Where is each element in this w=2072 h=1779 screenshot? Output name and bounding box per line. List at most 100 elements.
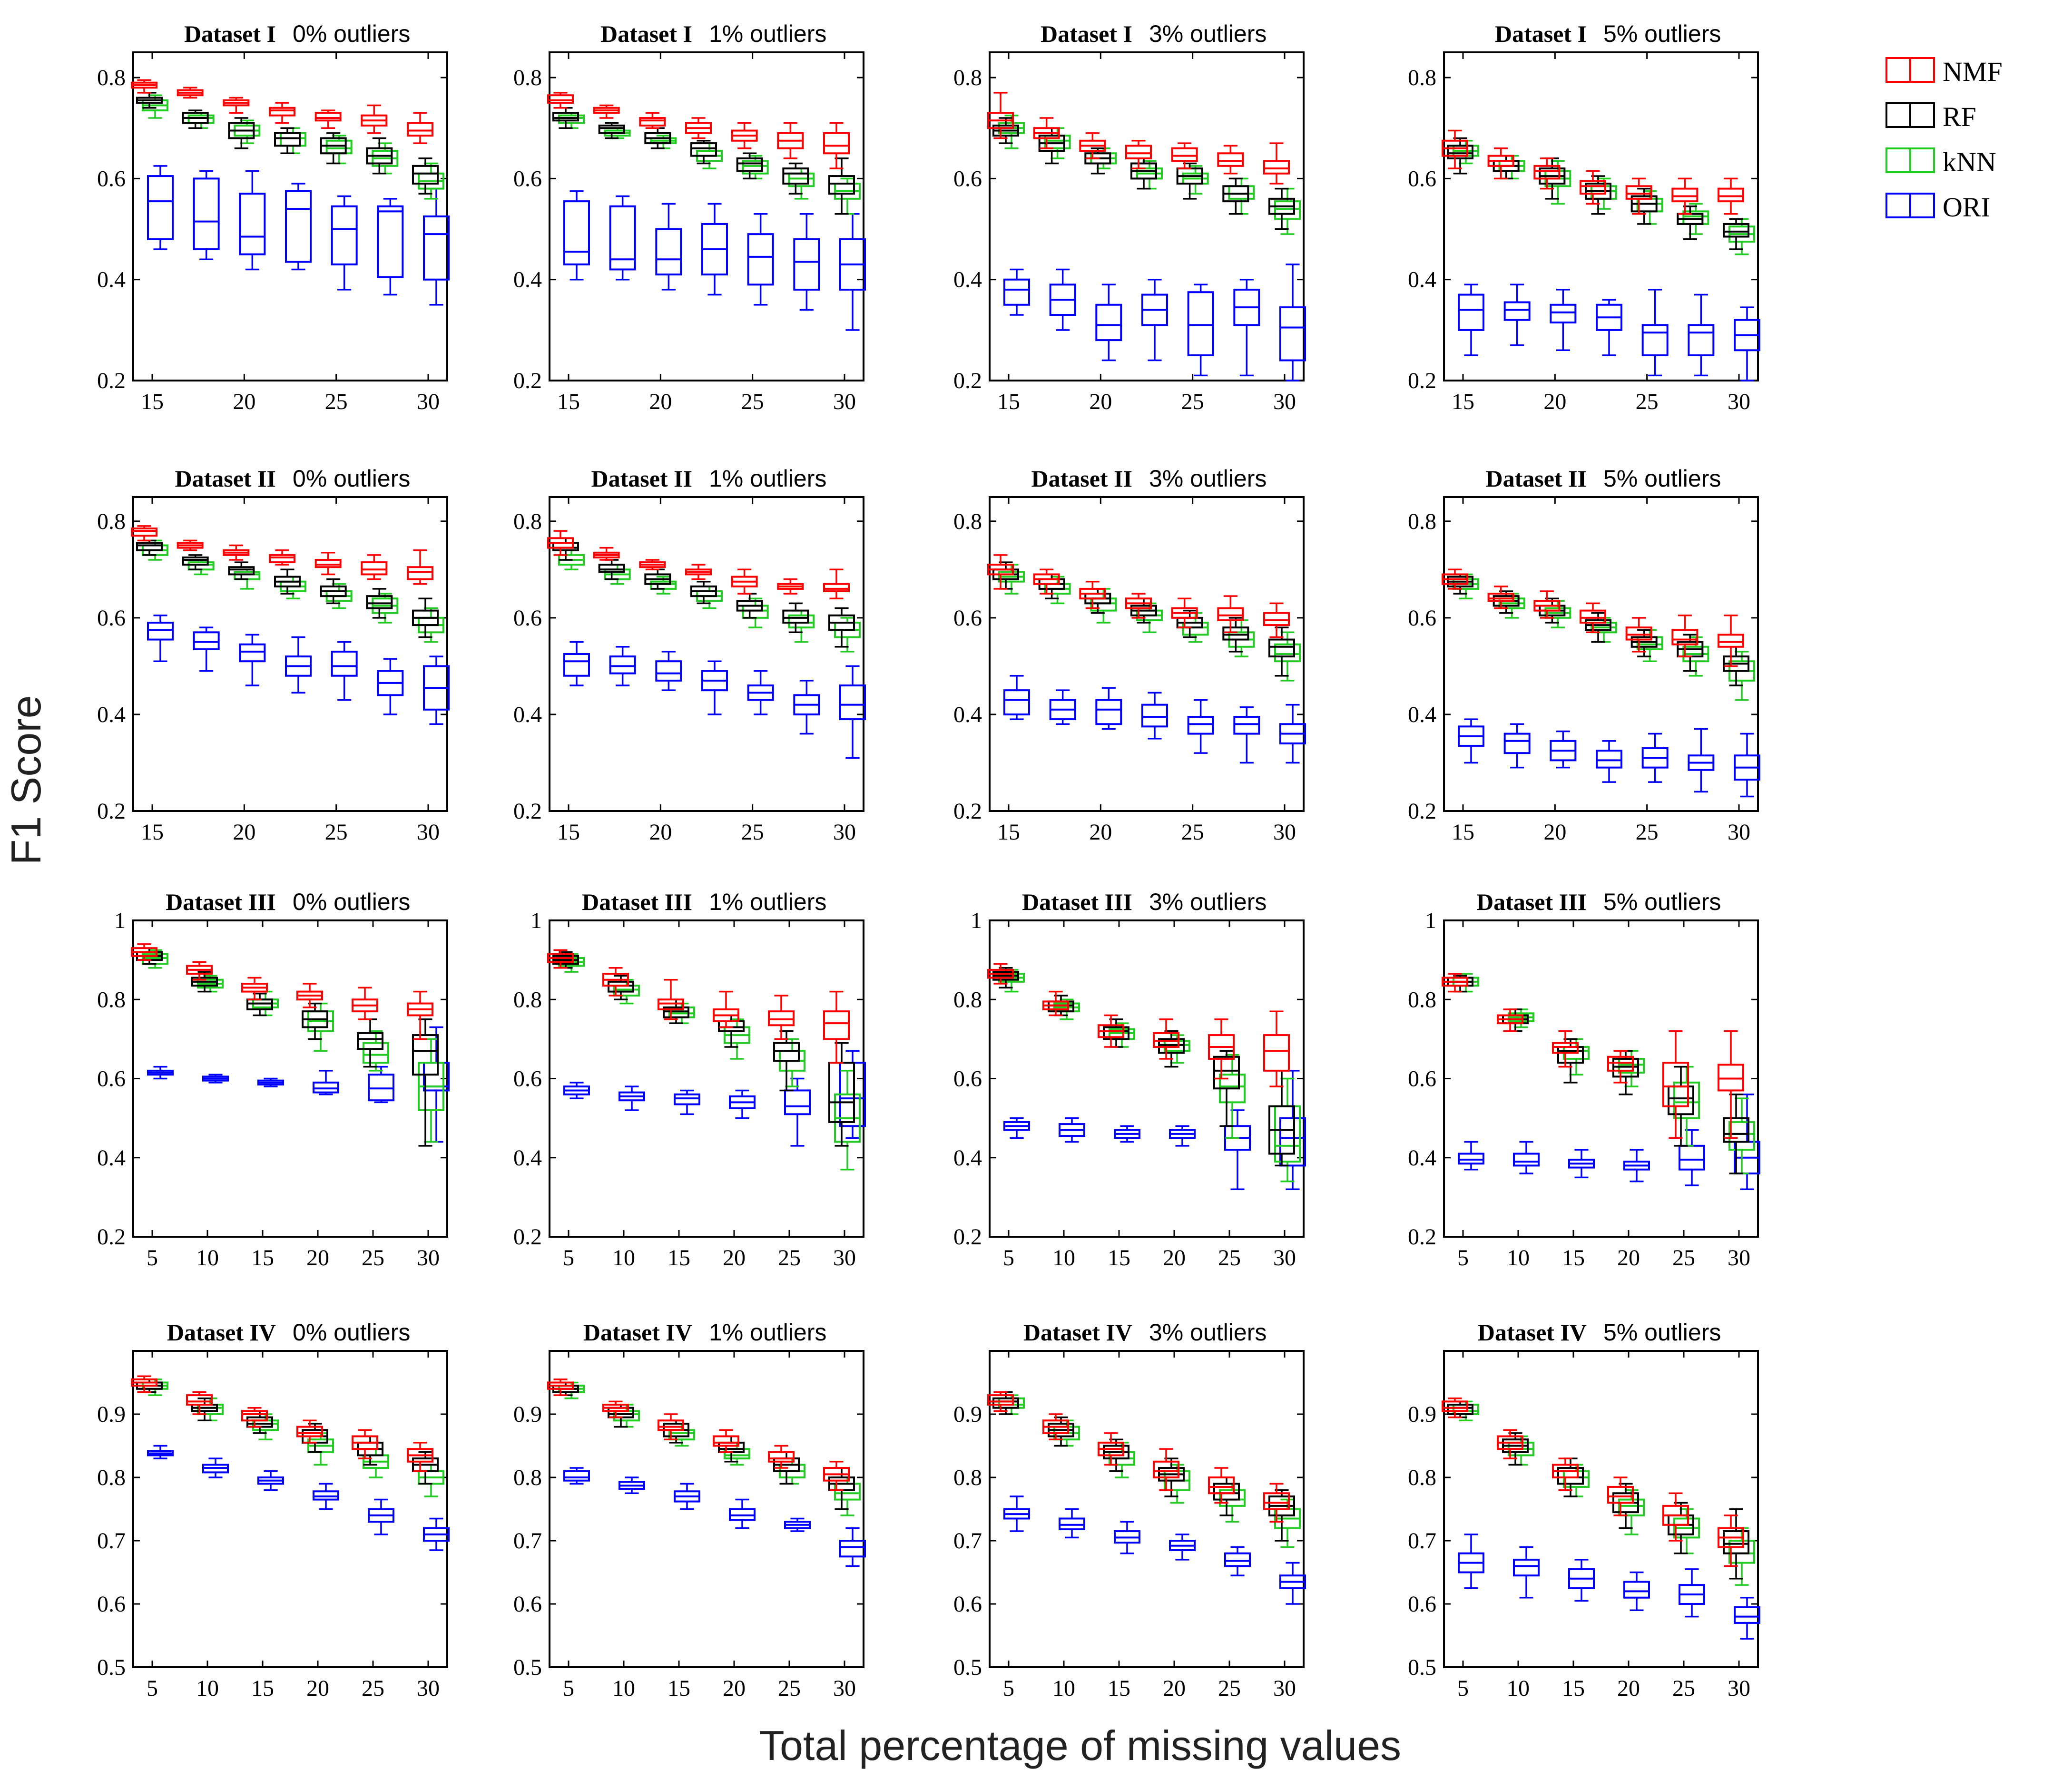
- box-rf: [357, 1435, 383, 1466]
- box-iqr: [1213, 1056, 1240, 1090]
- box-iqr: [639, 117, 666, 127]
- box-knn: [696, 586, 723, 609]
- box-nmf: [823, 122, 850, 169]
- box-rf: [1038, 573, 1065, 599]
- panel-3: 0.2 0.4 0.6 0.8 15 20 25 30 Dataset I 3% outliers: [953, 20, 1306, 414]
- box-ori: [1003, 674, 1030, 720]
- y-tick-label: 0.8: [953, 65, 982, 90]
- box-ori: [1141, 692, 1168, 740]
- legend-item-ori: ORI: [1885, 192, 1990, 223]
- box-rf: [412, 597, 439, 638]
- x-tick-label: 5: [1457, 1245, 1469, 1271]
- box-ori: [563, 641, 590, 686]
- box-nmf: [731, 568, 758, 595]
- x-tick-label: 10: [1507, 1676, 1530, 1701]
- y-tick-label: 0.2: [513, 799, 542, 824]
- x-tick-label: 20: [649, 820, 672, 845]
- box-nmf: [131, 943, 157, 961]
- legend-item-knn: kNN: [1885, 147, 1996, 177]
- box-rf: [274, 568, 301, 595]
- box-ori: [674, 1089, 700, 1115]
- x-tick-label: 25: [1181, 389, 1204, 414]
- x-tick-label: 5: [1457, 1676, 1469, 1701]
- box-iqr: [1274, 200, 1301, 220]
- box-nmf: [269, 549, 295, 566]
- box-iqr: [773, 1042, 800, 1062]
- box-iqr: [742, 605, 769, 619]
- box-nmf: [1033, 117, 1060, 149]
- box-ori: [1224, 1546, 1251, 1576]
- box-knn: [1274, 187, 1301, 235]
- box-rf: [782, 602, 809, 634]
- y-tick-label: 0.8: [513, 987, 542, 1012]
- x-tick-label: 20: [306, 1245, 329, 1271]
- y-tick-label: 0.2: [953, 368, 982, 393]
- box-ori: [1513, 1141, 1540, 1174]
- panel-title-outliers: 1% outliers: [709, 889, 826, 915]
- box-ori: [1641, 733, 1669, 783]
- y-tick-label: 0.7: [513, 1528, 542, 1554]
- box-iqr: [269, 107, 295, 117]
- y-tick-label: 0.6: [1408, 1592, 1436, 1617]
- x-tick-label: 20: [1543, 820, 1566, 845]
- box-ori: [377, 658, 404, 715]
- box-iqr: [747, 233, 774, 286]
- box-ori: [1458, 283, 1484, 356]
- box-nmf: [1442, 1398, 1468, 1418]
- box-iqr: [1679, 1144, 1705, 1171]
- x-tick-label: 10: [612, 1676, 635, 1701]
- box-iqr: [1728, 1540, 1755, 1564]
- box-iqr: [613, 985, 640, 997]
- box-iqr: [363, 1042, 389, 1064]
- box-nmf: [1718, 615, 1744, 667]
- box-nmf: [987, 554, 1014, 590]
- panel-title-dataset: Dataset IV: [167, 1319, 276, 1346]
- box-iqr: [650, 580, 677, 590]
- plot-frame: [132, 919, 448, 1238]
- y-tick-label: 1: [114, 908, 126, 933]
- box-ori: [1458, 718, 1484, 764]
- box-iqr: [274, 132, 301, 147]
- x-tick-label: 30: [833, 1676, 856, 1701]
- box-iqr: [239, 193, 266, 255]
- box-iqr: [1718, 634, 1744, 648]
- box-nmf: [1125, 593, 1152, 619]
- x-tick-label: 25: [362, 1676, 384, 1701]
- box-iqr: [547, 94, 574, 104]
- x-tick-label: 25: [1672, 1676, 1695, 1701]
- legend-label: ORI: [1943, 192, 1990, 223]
- box-iqr: [1141, 704, 1168, 728]
- y-tick-label: 0.6: [513, 166, 542, 191]
- box-iqr: [296, 1426, 323, 1437]
- x-tick-label: 15: [1562, 1245, 1585, 1271]
- box-iqr: [1641, 324, 1669, 356]
- box-nmf: [987, 92, 1014, 139]
- box-rf: [1585, 175, 1611, 215]
- legend-label: kNN: [1943, 147, 1996, 177]
- box-nmf: [1042, 1413, 1069, 1440]
- x-tick-label: 10: [1052, 1245, 1075, 1271]
- box-iqr: [241, 1410, 268, 1422]
- box-iqr: [674, 1093, 700, 1105]
- box-ori: [1458, 1141, 1484, 1171]
- box-iqr: [558, 114, 585, 124]
- box-iqr: [285, 190, 312, 263]
- box-nmf: [1217, 145, 1244, 175]
- box-ori: [285, 636, 312, 694]
- box-knn: [1728, 1097, 1755, 1174]
- box-iqr: [742, 160, 769, 175]
- box-nmf: [593, 104, 620, 119]
- y-tick-label: 0.7: [953, 1528, 982, 1554]
- box-ori: [1734, 306, 1760, 381]
- box-iqr: [1219, 1489, 1246, 1507]
- box-iqr: [407, 122, 433, 137]
- x-tick-label: 15: [1452, 389, 1474, 414]
- box-nmf: [547, 1378, 574, 1396]
- box-knn: [998, 564, 1025, 595]
- y-tick-label: 0.8: [513, 65, 542, 90]
- box-ori: [1458, 1533, 1484, 1589]
- box-ori: [1279, 1562, 1306, 1605]
- y-tick-label: 0.2: [97, 368, 126, 393]
- box-rf: [1630, 187, 1658, 225]
